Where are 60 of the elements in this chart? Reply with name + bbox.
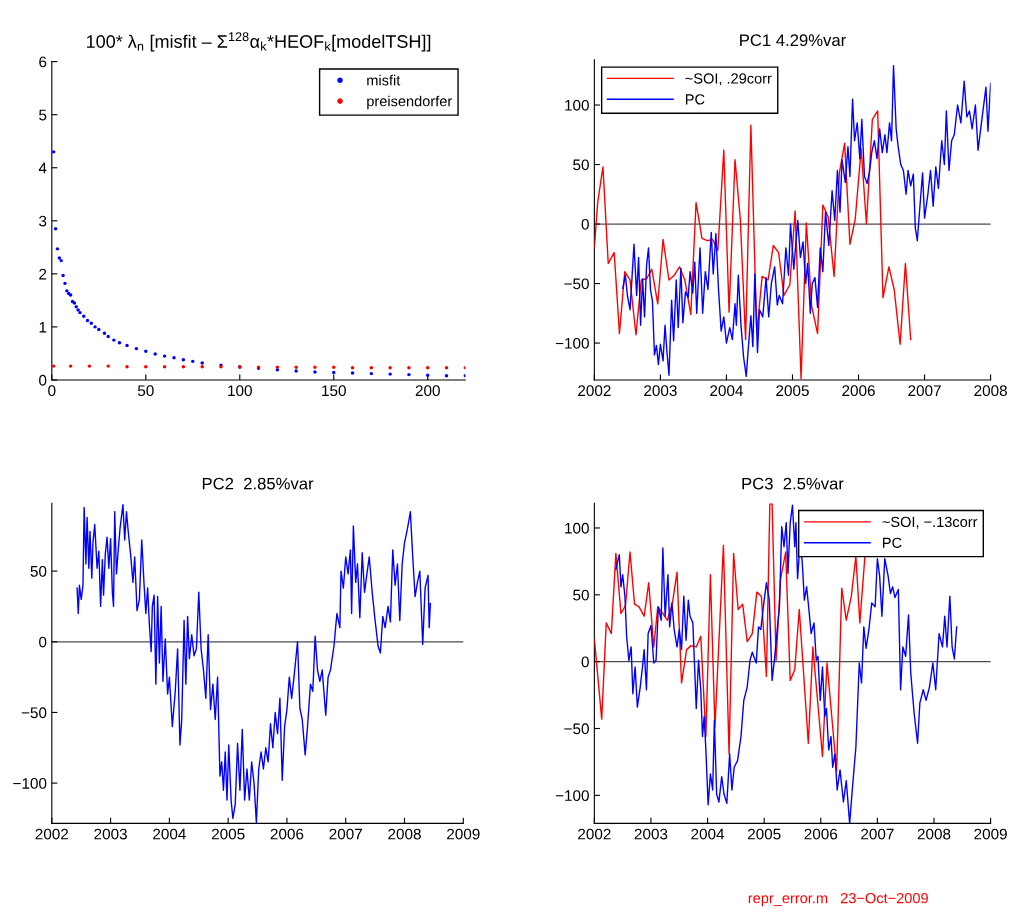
x-tick-label: 2006 bbox=[842, 385, 875, 397]
x-tick-label: 2002 bbox=[578, 385, 611, 397]
x-tick-label: 50 bbox=[137, 385, 154, 397]
x-tick-label: 100 bbox=[228, 385, 252, 397]
y-tick-label: 6 bbox=[39, 56, 47, 68]
y-tick-label: −50 bbox=[564, 278, 589, 290]
legend-label: misfit bbox=[367, 74, 401, 86]
x-tick-label: 2003 bbox=[94, 828, 127, 840]
x-tick-label: 200 bbox=[415, 385, 440, 397]
x-tick-label: 150 bbox=[322, 385, 346, 397]
x-tick-label: 0 bbox=[48, 385, 56, 397]
y-tick-label: 5 bbox=[39, 109, 47, 121]
y-tick-label: −100 bbox=[13, 777, 47, 789]
legend-label: ~SOI, −.13corr bbox=[882, 516, 978, 529]
x-tick-label: 2008 bbox=[388, 828, 421, 840]
x-tick-label: 2007 bbox=[861, 828, 894, 840]
x-tick-label: 2002 bbox=[578, 828, 611, 840]
y-tick-label: 0 bbox=[39, 374, 47, 386]
legend-label: PC bbox=[883, 537, 902, 548]
x-tick-label: 2007 bbox=[908, 385, 941, 397]
chart-title: 100* λ$_{n}$ [misfit – Σ$^{128}$α$_{k}$*HEOF$_{k}$[modelTSH]] bbox=[86, 32, 431, 52]
y-tick-label: −50 bbox=[564, 723, 589, 735]
x-tick-label: 2004 bbox=[710, 385, 743, 397]
y-tick-label: 0 bbox=[39, 636, 47, 648]
x-tick-label: 2005 bbox=[776, 385, 809, 397]
x-tick-label: 2003 bbox=[644, 385, 677, 397]
x-tick-label: 2009 bbox=[974, 828, 1007, 840]
chart-title: PC1 4.29%var bbox=[740, 34, 846, 47]
x-tick-label: 2006 bbox=[270, 828, 304, 840]
x-tick-label: 2007 bbox=[329, 828, 362, 840]
x-tick-label: 2009 bbox=[447, 828, 480, 840]
y-tick-label: 50 bbox=[30, 565, 47, 577]
y-tick-label: 100 bbox=[565, 99, 589, 111]
y-tick-label: −100 bbox=[555, 790, 589, 802]
y-tick-label: −100 bbox=[555, 337, 589, 349]
legend-label: PC bbox=[685, 94, 705, 105]
y-tick-label: 50 bbox=[573, 589, 589, 601]
y-tick-label: 4 bbox=[38, 162, 47, 174]
x-tick-label: 2008 bbox=[974, 385, 1007, 397]
chart-title: PC3 2.5%var bbox=[742, 477, 844, 490]
x-tick-label: 2004 bbox=[691, 828, 725, 840]
x-tick-label: 2004 bbox=[153, 828, 186, 840]
x-tick-label: 2006 bbox=[804, 828, 838, 840]
y-tick-label: 3 bbox=[39, 215, 47, 227]
y-tick-label: 0 bbox=[581, 656, 589, 668]
x-tick-label: 2003 bbox=[634, 828, 668, 840]
chart-title: PC2 2.85%var bbox=[202, 477, 314, 490]
y-tick-label: −50 bbox=[21, 707, 47, 719]
x-tick-label: 2005 bbox=[747, 828, 781, 840]
y-tick-label: 100 bbox=[565, 522, 589, 534]
x-tick-label: 2005 bbox=[211, 828, 245, 840]
x-tick-label: 2002 bbox=[35, 828, 69, 840]
x-tick-label: 2008 bbox=[917, 828, 951, 840]
legend-label: preisendorfer bbox=[367, 95, 452, 110]
text: repr_error.m 23−Oct−2009 bbox=[748, 892, 928, 907]
y-tick-label: 2 bbox=[39, 268, 47, 280]
y-tick-label: 0 bbox=[581, 218, 589, 230]
y-tick-label: 50 bbox=[573, 159, 589, 171]
legend-label: ~SOI, .29corr bbox=[685, 73, 772, 86]
y-tick-label: 1 bbox=[39, 321, 47, 333]
